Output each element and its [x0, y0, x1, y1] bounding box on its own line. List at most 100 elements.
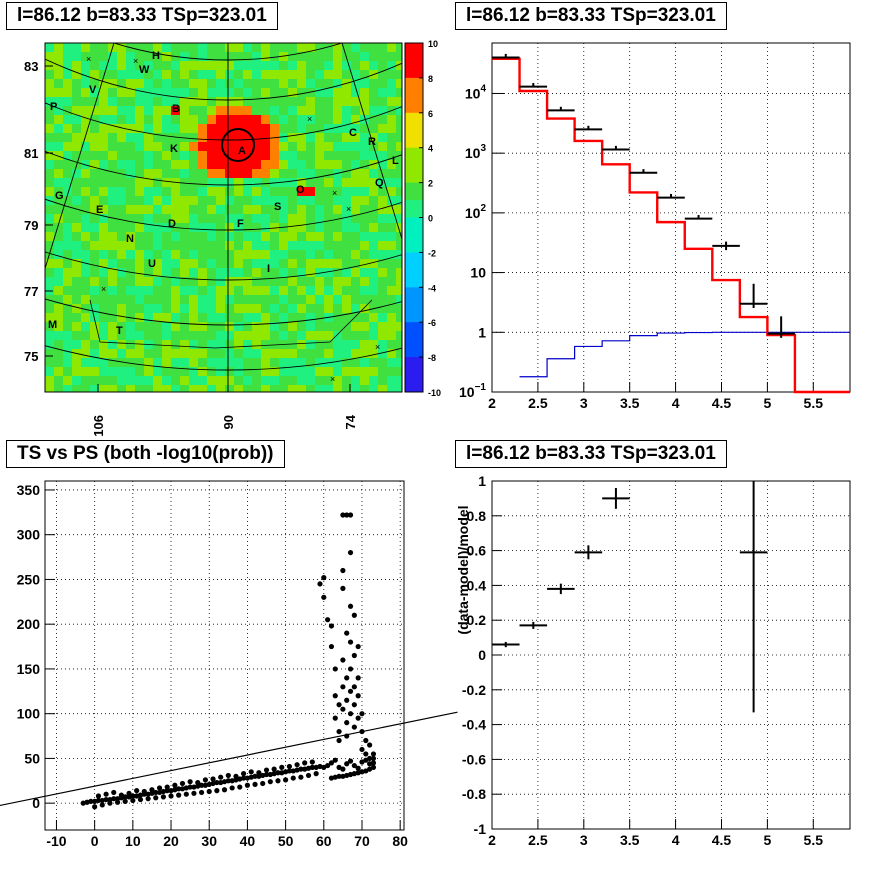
heatmap-cell [396, 286, 402, 296]
heatmap-cell [198, 124, 208, 134]
heatmap-cell [54, 268, 64, 278]
heatmap-cell [180, 376, 190, 386]
heatmap-cell [315, 376, 325, 386]
colorbar-tick: 10 [428, 39, 438, 49]
heatmap-cell [333, 268, 343, 278]
heatmap-cell [234, 295, 244, 305]
heatmap-cell [189, 358, 199, 368]
heatmap-cell [117, 115, 127, 125]
heatmap-cell [270, 322, 280, 332]
heatmap-cell [279, 259, 289, 269]
heatmap-cell [72, 295, 82, 305]
scatter-point [340, 512, 346, 518]
heatmap-cell [171, 115, 181, 125]
heatmap-cell [252, 169, 262, 179]
heatmap-cell [360, 187, 370, 197]
heatmap-cell [162, 214, 172, 224]
scatter-plot [0, 480, 458, 831]
heatmap-cell [72, 340, 82, 350]
scatter-point [355, 715, 361, 721]
heatmap-cell [117, 196, 127, 206]
heatmap-cell [162, 187, 172, 197]
heatmap-cell [261, 205, 271, 215]
heatmap-cell [261, 295, 271, 305]
heatmap-cell [360, 214, 370, 224]
heatmap-cell [315, 160, 325, 170]
heatmap-cell [261, 250, 271, 260]
heatmap-cell [315, 331, 325, 341]
heatmap-cell [288, 295, 298, 305]
residual-y-tick: -0.8 [462, 786, 486, 802]
residual-y-tick: 0 [478, 647, 486, 663]
heatmap-cell [279, 79, 289, 89]
heatmap-cell [315, 133, 325, 143]
heatmap-cell [54, 286, 64, 296]
heatmap-cell [81, 349, 91, 359]
heatmap-cell [243, 286, 253, 296]
heatmap-cell [189, 214, 199, 224]
heatmap-cell [171, 295, 181, 305]
heatmap-cell [63, 268, 73, 278]
residual-x-tick: 2 [488, 832, 496, 848]
heatmap-cell [279, 376, 289, 386]
heatmap-cell [99, 133, 109, 143]
heatmap-cell [45, 232, 55, 242]
heatmap-cell [243, 232, 253, 242]
heatmap-cell [99, 70, 109, 80]
heatmap-cell [252, 385, 262, 392]
heatmap-cell [369, 268, 379, 278]
heatmap-cell [162, 151, 172, 161]
scatter-point [344, 512, 350, 518]
heatmap-cell [234, 133, 244, 143]
heatmap-cell [333, 349, 343, 359]
heatmap-cell [189, 376, 199, 386]
heatmap-cell [261, 169, 271, 179]
heatmap-cell [324, 61, 334, 71]
colorbar-segment [405, 104, 423, 114]
heatmap-cell [198, 232, 208, 242]
heatmap-cell [297, 250, 307, 260]
heatmap-cell [108, 187, 118, 197]
colorbar-segment [405, 322, 423, 332]
heatmap-cell [171, 79, 181, 89]
heatmap-cell [144, 232, 154, 242]
heatmap-cell [396, 178, 402, 188]
heatmap-cell [153, 106, 163, 116]
heatmap-cell [378, 205, 388, 215]
heatmap-cell [396, 214, 402, 224]
heatmap-cell [207, 322, 217, 332]
heatmap-cell [306, 304, 316, 314]
heatmap-cell [342, 52, 352, 62]
heatmap-cell [99, 124, 109, 134]
heatmap-cell [54, 43, 64, 53]
heatmap-cell [189, 304, 199, 314]
heatmap-cell [351, 259, 361, 269]
heatmap-cell [198, 376, 208, 386]
scatter-x-tick: 40 [240, 833, 256, 849]
scatter-x-tick: -10 [46, 833, 66, 849]
heatmap-cell [315, 304, 325, 314]
heatmap-cell [162, 223, 172, 233]
heatmap-cell [351, 277, 361, 287]
heatmap-cell [45, 70, 55, 80]
heatmap-cell [225, 385, 235, 392]
heatmap-cell [270, 124, 280, 134]
source-label: S [274, 201, 281, 213]
heatmap-cell [45, 304, 55, 314]
heatmap-cell [216, 142, 226, 152]
heatmap-cell [306, 241, 316, 251]
heatmap-cell [270, 97, 280, 107]
heatmap-cell [387, 133, 397, 143]
heatmap-cell [162, 241, 172, 251]
heatmap-cell [225, 160, 235, 170]
scatter-point [359, 728, 365, 735]
fit-line [0, 711, 458, 807]
heatmap-cell [261, 70, 271, 80]
heatmap-cell [216, 115, 226, 125]
heatmap-cell [360, 268, 370, 278]
heatmap-cell [63, 52, 73, 62]
heatmap-cell [297, 295, 307, 305]
heatmap-cell [126, 223, 136, 233]
colorbar-segment [405, 95, 423, 105]
region-outline [89, 299, 373, 349]
